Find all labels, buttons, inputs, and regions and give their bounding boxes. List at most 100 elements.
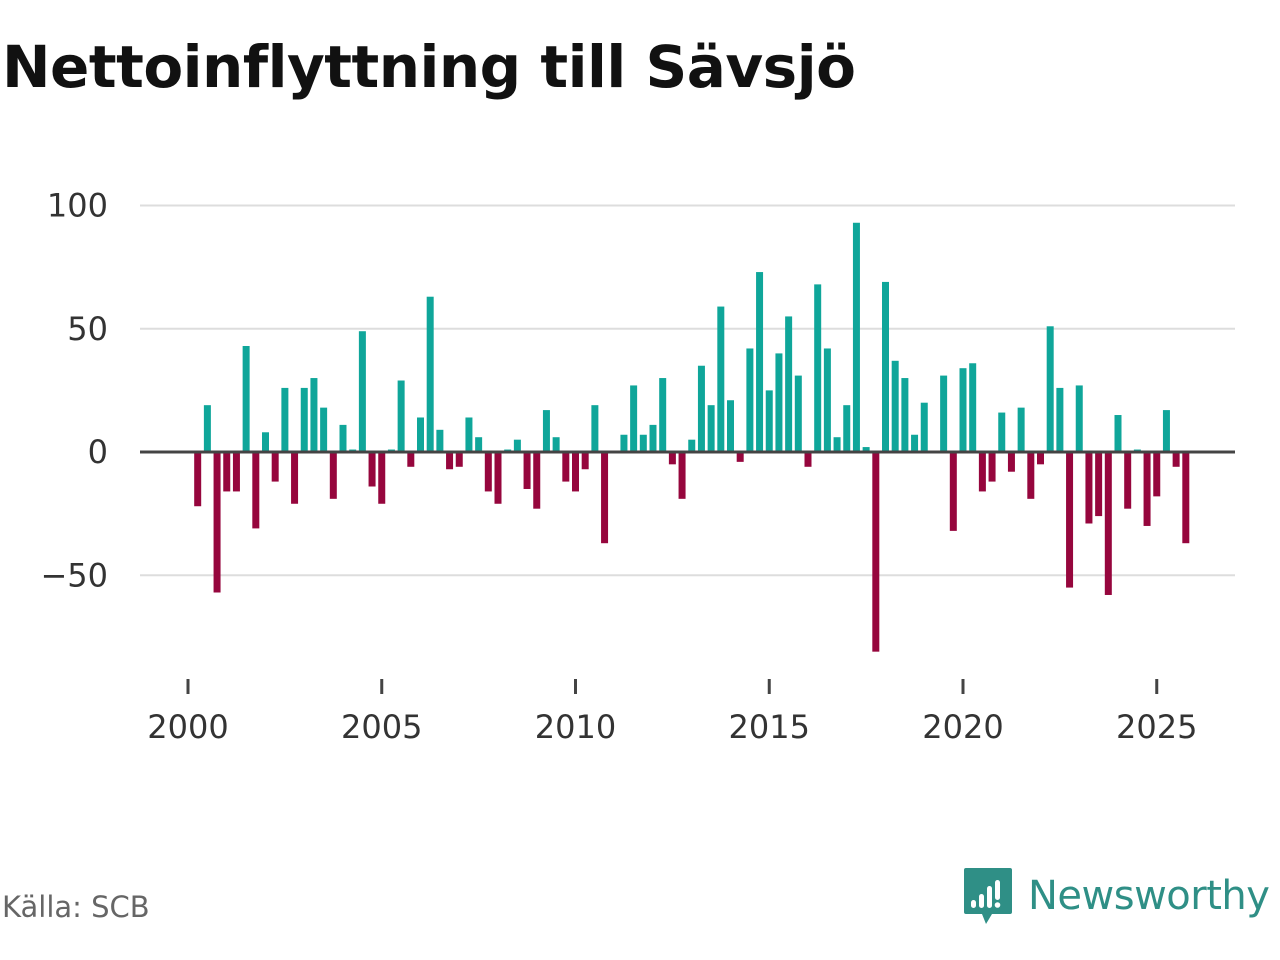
bar (678, 452, 686, 499)
source-label: Källa: SCB (2, 890, 150, 924)
x-tick-label: 2010 (535, 708, 616, 746)
bar (1007, 452, 1015, 472)
bar (1114, 415, 1122, 452)
bar (707, 405, 715, 452)
bar (1143, 452, 1151, 526)
bar (901, 378, 909, 452)
bar (581, 452, 589, 470)
brand-name: Newsworthy (1028, 873, 1270, 919)
bar (833, 437, 841, 452)
bar (203, 405, 211, 452)
bar (1182, 452, 1190, 544)
bar (1124, 452, 1132, 509)
bar (601, 452, 609, 544)
newsworthy-logo-icon (964, 868, 1012, 924)
bar (998, 412, 1006, 452)
bar (300, 387, 308, 452)
bar (194, 452, 202, 507)
x-tick-label: 2005 (341, 708, 422, 746)
bar (1046, 326, 1054, 452)
bar (1162, 410, 1170, 452)
bar (794, 375, 802, 452)
x-tick-label: 2020 (922, 708, 1003, 746)
bar (310, 378, 318, 452)
x-tick-label: 2000 (147, 708, 228, 746)
bar (978, 452, 986, 492)
bar (649, 424, 657, 452)
bar (746, 348, 754, 452)
bar (1172, 452, 1180, 467)
bar (513, 439, 521, 452)
bar (862, 447, 870, 452)
bar (1075, 385, 1083, 452)
bar (823, 348, 831, 452)
bar (407, 452, 415, 467)
bar (1153, 452, 1161, 497)
bar (494, 452, 502, 504)
bar (562, 452, 570, 482)
bar (668, 452, 676, 465)
y-tick-label: 50 (67, 310, 108, 348)
bar (1037, 452, 1044, 465)
bar (397, 380, 405, 452)
bar (843, 405, 851, 452)
bar (417, 417, 424, 452)
bar (533, 452, 541, 509)
chart-title: Nettoinflyttning till Sävsjö (2, 33, 856, 101)
bar (291, 452, 299, 504)
bar (988, 452, 996, 482)
bar-chart: 100 50 0 −50 2000 2005 2010 2015 2020 2025 (40, 187, 1235, 746)
bar (891, 360, 899, 452)
bar (368, 452, 376, 487)
y-tick-label: −50 (40, 556, 108, 594)
y-tick-label: 0 (88, 433, 108, 471)
bar (320, 407, 328, 452)
bar (717, 306, 725, 452)
bar (242, 346, 250, 452)
bar (969, 363, 977, 452)
bar (475, 437, 483, 452)
bar (455, 452, 463, 467)
bar (1027, 452, 1035, 499)
bar (378, 452, 386, 504)
bar (552, 437, 560, 452)
bar (591, 405, 599, 452)
bar (262, 432, 269, 452)
bar (446, 452, 454, 470)
bar (736, 452, 744, 462)
bar (271, 452, 279, 482)
bar (523, 452, 531, 489)
bar (949, 452, 957, 531)
bar (882, 281, 889, 452)
y-tick-label: 100 (47, 187, 108, 225)
y-axis-ticks: 100 50 0 −50 (40, 187, 108, 595)
bar (765, 390, 773, 453)
bar (232, 452, 240, 492)
bar (940, 375, 948, 452)
brand-logo: Newsworthy (962, 864, 1270, 928)
bar (697, 365, 705, 452)
bar (1095, 452, 1103, 517)
bar (804, 452, 812, 467)
bar (920, 402, 928, 452)
bar (542, 410, 550, 452)
bar (1017, 407, 1025, 452)
bar (620, 434, 628, 452)
x-tick-label: 2015 (729, 708, 810, 746)
bar (436, 429, 444, 452)
bar (630, 385, 638, 452)
bar (329, 452, 337, 499)
bar (339, 424, 347, 452)
bars (194, 222, 1190, 652)
bar (775, 353, 783, 452)
bar (465, 417, 473, 452)
bar (688, 439, 696, 452)
bar (484, 452, 492, 492)
bar (1104, 452, 1112, 595)
bar (639, 434, 647, 452)
bar (1066, 452, 1074, 588)
bar (572, 452, 579, 492)
bar (727, 400, 734, 452)
bar (213, 452, 221, 593)
bar (814, 284, 822, 452)
